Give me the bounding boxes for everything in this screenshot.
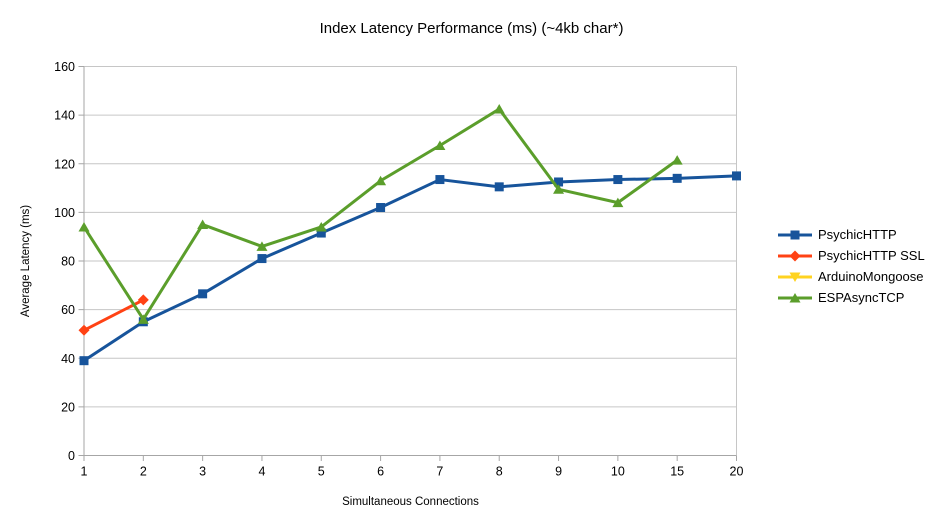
y-tick-label: 80 [61,255,75,269]
x-tick-label: 7 [436,465,443,479]
x-tick-label: 10 [611,465,625,479]
x-axis-title: Simultaneous Connections [342,496,479,508]
data-point-marker [494,182,504,192]
data-point-marker [789,272,801,282]
legend-label: PsychicHTTP [818,227,897,242]
data-point-marker [553,184,565,194]
chart-title: Index Latency Performance (ms) (~4kb cha… [319,20,624,37]
y-tick-label: 20 [61,400,75,414]
data-point-marker [137,294,149,306]
x-tick-label: 8 [496,465,503,479]
legend-marker-triangle-up [778,292,812,304]
data-point-marker [257,254,267,264]
x-tick-label: 3 [199,465,206,479]
data-point-marker [316,228,326,238]
data-point-marker [613,175,623,185]
diamond-marker-icon [778,250,812,261]
legend-item-espasynctcp: ESPAsyncTCP [778,287,925,308]
series-line [82,107,679,321]
legend-marker-diamond [778,250,812,262]
series-line [83,174,737,362]
data-point-marker [78,221,90,232]
y-tick-label: 60 [61,303,75,317]
x-tick-label: 5 [318,465,325,479]
x-tick-label: 15 [670,465,684,479]
x-tick-label: 9 [555,465,562,479]
data-point-marker [790,230,800,239]
data-point-marker [79,356,89,366]
legend-marker-triangle-down [778,271,812,283]
x-tick-label: 2 [140,465,147,479]
y-tick-label: 140 [54,109,75,123]
series-espasynctcp [78,104,683,324]
data-point-marker [197,219,209,230]
x-tick-label: 6 [377,465,384,479]
legend-label: PsychicHTTP SSL [818,248,925,263]
series-psychichttp-ssl [78,294,149,336]
data-point-marker [554,177,564,187]
series-psychichttp [79,171,741,366]
data-point-marker [732,171,741,181]
data-point-marker [375,175,387,186]
data-point-marker [198,289,208,299]
y-tick-label: 100 [54,206,75,220]
y-tick-label: 0 [68,449,75,463]
legend-marker-square [778,229,812,241]
data-point-marker [671,155,683,165]
y-tick-label: 40 [61,352,75,366]
data-point-marker [789,292,801,302]
data-point-marker [789,250,801,261]
data-point-marker [493,104,505,114]
data-point-marker [672,173,682,183]
square-marker-icon [778,230,812,239]
data-point-marker [137,314,149,324]
y-tick-label: 160 [54,60,75,74]
triangle-down-marker-icon [778,272,812,282]
legend-label: ArduinoMongoose [818,269,924,284]
x-tick-label: 20 [730,465,744,479]
legend-item-psychichttp: PsychicHTTP [778,224,925,245]
x-tick-label: 1 [81,465,88,479]
data-point-marker [315,221,327,232]
data-point-marker [612,197,624,208]
data-point-marker [376,203,386,213]
y-tick-label: 120 [54,157,75,171]
legend-item-arduinomongoose: ArduinoMongoose [778,266,925,287]
x-tick-label: 4 [258,465,265,479]
legend: PsychicHTTP PsychicHTTP SSL ArduinoMongo… [778,224,925,308]
triangle-up-marker-icon [778,292,812,302]
data-point-marker [256,241,268,251]
legend-item-psychichttp-ssl: PsychicHTTP SSL [778,245,925,266]
data-point-marker [78,324,90,336]
y-axis-title-text: Average Latency (ms) [20,204,32,318]
legend-label: ESPAsyncTCP [818,290,905,305]
data-point-marker [435,175,445,185]
data-point-marker [434,140,446,151]
